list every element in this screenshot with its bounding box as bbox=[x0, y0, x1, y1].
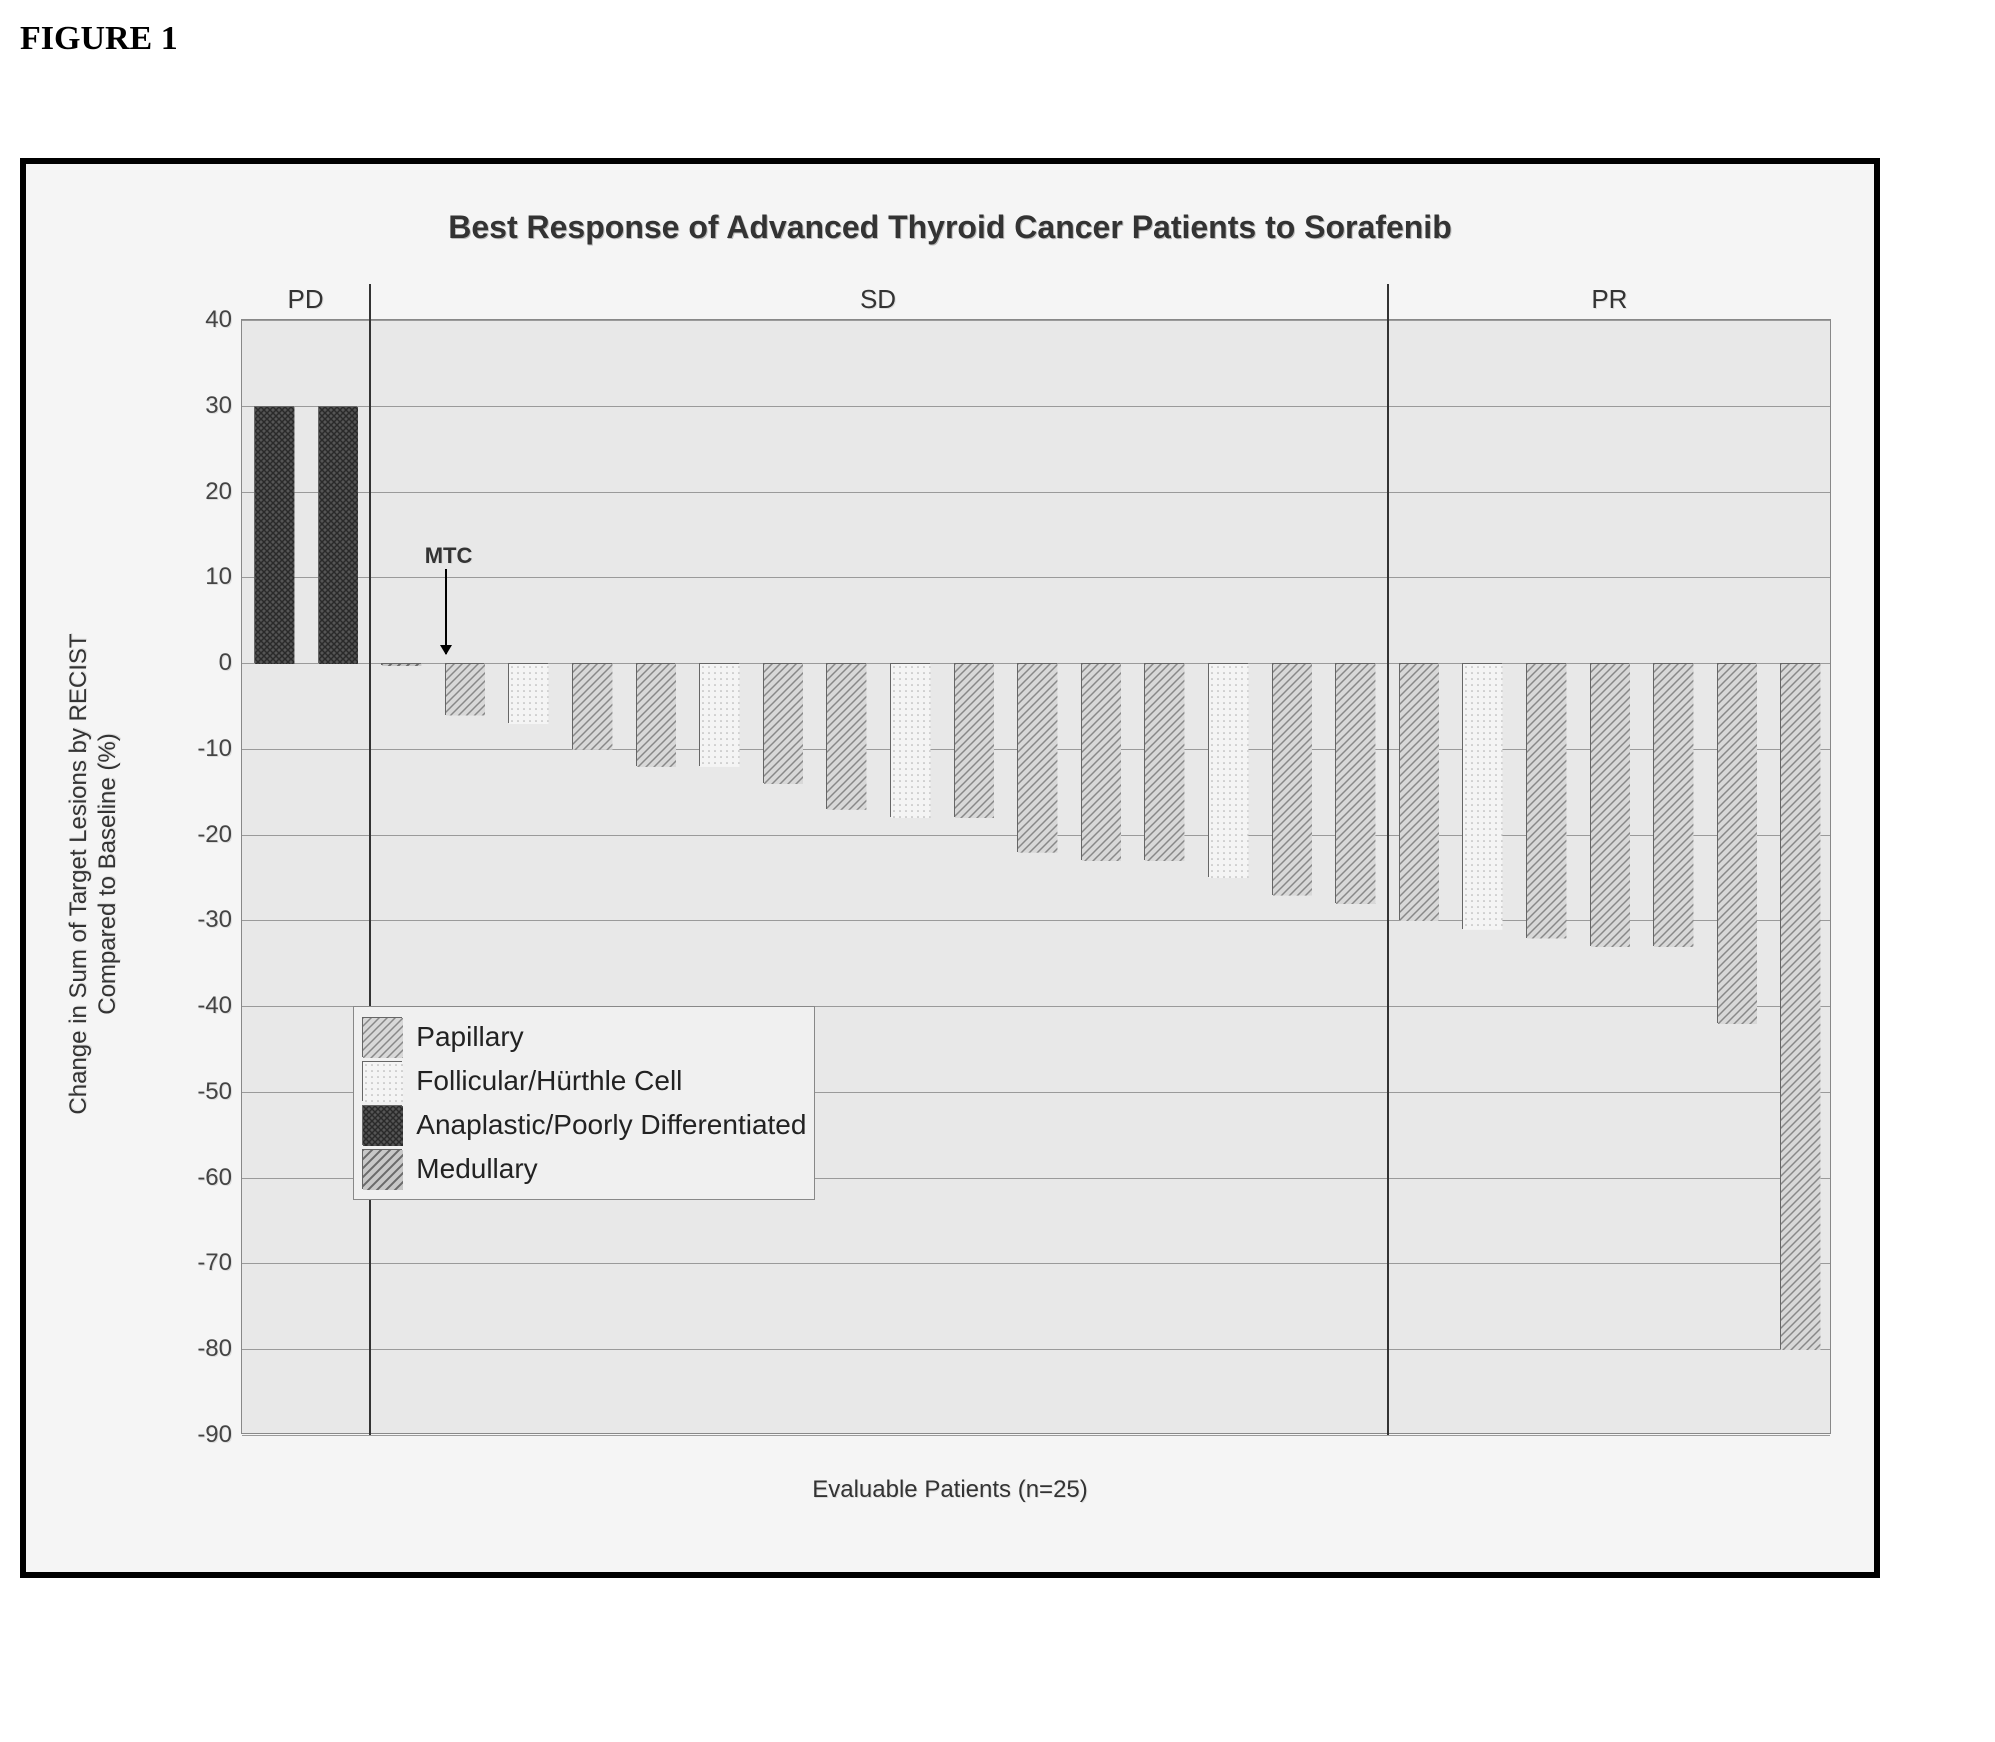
gridline bbox=[242, 577, 1830, 578]
y-axis-label-line2: Compared to Baseline (%) bbox=[94, 733, 121, 1014]
bar bbox=[1717, 663, 1756, 1023]
y-tick-label: -10 bbox=[197, 735, 232, 763]
plot-area: 403020100-10-20-30-40-50-60-70-80-90MTCP… bbox=[241, 319, 1831, 1434]
legend-swatch bbox=[362, 1149, 402, 1189]
y-tick-label: -20 bbox=[197, 821, 232, 849]
bar bbox=[1653, 663, 1692, 946]
legend-label: Anaplastic/Poorly Differentiated bbox=[416, 1109, 806, 1141]
gridline bbox=[242, 1349, 1830, 1350]
section-divider bbox=[369, 284, 371, 1435]
section-label: PR bbox=[1591, 284, 1627, 315]
mtc-label: MTC bbox=[425, 543, 473, 569]
y-tick-label: -90 bbox=[197, 1421, 232, 1449]
y-tick-label: -30 bbox=[197, 906, 232, 934]
y-tick-label: 0 bbox=[219, 649, 232, 677]
bar bbox=[1208, 663, 1247, 877]
legend-label: Papillary bbox=[416, 1021, 523, 1053]
y-tick-label: -50 bbox=[197, 1078, 232, 1106]
y-tick-label: -40 bbox=[197, 992, 232, 1020]
y-tick-label: -70 bbox=[197, 1249, 232, 1277]
bar bbox=[1144, 663, 1183, 860]
x-axis-label: Evaluable Patients (n=25) bbox=[812, 1476, 1088, 1504]
chart-frame: Best Response of Advanced Thyroid Cancer… bbox=[20, 158, 1880, 1578]
gridline bbox=[242, 492, 1830, 493]
y-axis-label: Change in Sum of Target Lesions by RECIS… bbox=[65, 633, 123, 1114]
bar bbox=[1017, 663, 1056, 852]
figure-label: FIGURE 1 bbox=[20, 20, 1975, 58]
y-tick-label: -60 bbox=[197, 1164, 232, 1192]
mtc-arrow-icon bbox=[445, 569, 447, 655]
section-divider bbox=[1387, 284, 1389, 1435]
bar bbox=[1780, 663, 1819, 1349]
bar bbox=[890, 663, 929, 817]
gridline bbox=[242, 406, 1830, 407]
bar bbox=[826, 663, 865, 809]
chart-title: Best Response of Advanced Thyroid Cancer… bbox=[26, 164, 1874, 246]
section-label: SD bbox=[860, 284, 896, 315]
gridline bbox=[242, 1263, 1830, 1264]
legend-item: Follicular/Hürthle Cell bbox=[362, 1061, 806, 1101]
y-axis-label-line1: Change in Sum of Target Lesions by RECIS… bbox=[65, 633, 92, 1114]
legend-label: Medullary bbox=[416, 1153, 537, 1185]
y-tick-label: 20 bbox=[205, 478, 232, 506]
y-tick-label: 40 bbox=[205, 306, 232, 334]
bar bbox=[381, 663, 420, 665]
legend-item: Anaplastic/Poorly Differentiated bbox=[362, 1105, 806, 1145]
bar bbox=[1526, 663, 1565, 937]
bar bbox=[1462, 663, 1501, 929]
bar bbox=[1335, 663, 1374, 903]
bar bbox=[508, 663, 547, 723]
legend-item: Medullary bbox=[362, 1149, 806, 1189]
legend-swatch bbox=[362, 1017, 402, 1057]
legend-swatch bbox=[362, 1105, 402, 1145]
bar bbox=[572, 663, 611, 749]
y-tick-label: 10 bbox=[205, 563, 232, 591]
legend-swatch bbox=[362, 1061, 402, 1101]
bar bbox=[699, 663, 738, 766]
legend-item: Papillary bbox=[362, 1017, 806, 1057]
gridline bbox=[242, 320, 1830, 321]
bar bbox=[763, 663, 802, 783]
legend-label: Follicular/Hürthle Cell bbox=[416, 1065, 682, 1097]
bar bbox=[954, 663, 993, 817]
gridline bbox=[242, 1435, 1830, 1436]
bar bbox=[1272, 663, 1311, 895]
y-tick-label: -80 bbox=[197, 1335, 232, 1363]
bar bbox=[1081, 663, 1120, 860]
bar bbox=[254, 406, 293, 663]
legend: Papillary Follicular/Hürthle Cell Anaplast… bbox=[353, 1006, 815, 1200]
bar bbox=[318, 406, 357, 663]
bar bbox=[445, 663, 484, 714]
bar bbox=[1399, 663, 1438, 920]
section-label: PD bbox=[288, 284, 324, 315]
y-tick-label: 30 bbox=[205, 392, 232, 420]
bar bbox=[636, 663, 675, 766]
bar bbox=[1590, 663, 1629, 946]
plot-container: 403020100-10-20-30-40-50-60-70-80-90MTCP… bbox=[241, 319, 1831, 1434]
